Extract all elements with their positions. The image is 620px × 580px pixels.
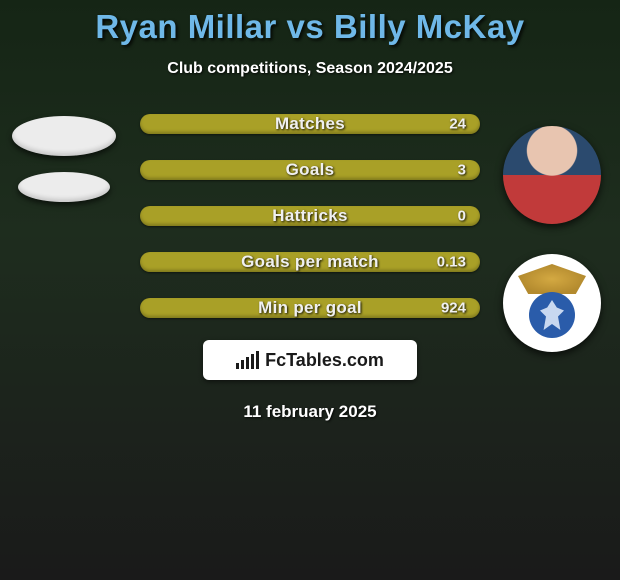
chart-bar	[251, 354, 254, 369]
stat-value: 0.13	[437, 254, 466, 271]
chart-bar	[246, 357, 249, 369]
stat-row: Goals 3	[140, 160, 480, 180]
stats-bars: Matches 24 Goals 3 Hattricks 0 Goals per…	[140, 114, 480, 318]
chart-bar	[241, 360, 244, 369]
stat-value: 3	[458, 162, 466, 179]
stat-row: Min per goal 924	[140, 298, 480, 318]
chart-bar	[256, 351, 259, 369]
main-container: Ryan Millar vs Billy McKay Club competit…	[0, 0, 620, 580]
stat-label: Hattricks	[140, 206, 480, 226]
chart-bar	[236, 363, 239, 369]
subtitle: Club competitions, Season 2024/2025	[167, 60, 452, 78]
stat-label: Matches	[140, 114, 480, 134]
stat-label: Min per goal	[140, 298, 480, 318]
stat-value: 0	[458, 208, 466, 225]
stat-value: 924	[441, 300, 466, 317]
stat-row: Hattricks 0	[140, 206, 480, 226]
stat-row: Goals per match 0.13	[140, 252, 480, 272]
date-text: 11 february 2025	[243, 402, 376, 422]
stats-chart: Matches 24 Goals 3 Hattricks 0 Goals per…	[0, 114, 620, 318]
page-title: Ryan Millar vs Billy McKay	[95, 8, 524, 46]
stat-row: Matches 24	[140, 114, 480, 134]
stat-value: 24	[449, 116, 466, 133]
stat-label: Goals	[140, 160, 480, 180]
stat-label: Goals per match	[140, 252, 480, 272]
brand-chart-icon	[236, 351, 259, 369]
brand-text: FcTables.com	[265, 350, 384, 371]
brand-badge: FcTables.com	[203, 340, 417, 380]
